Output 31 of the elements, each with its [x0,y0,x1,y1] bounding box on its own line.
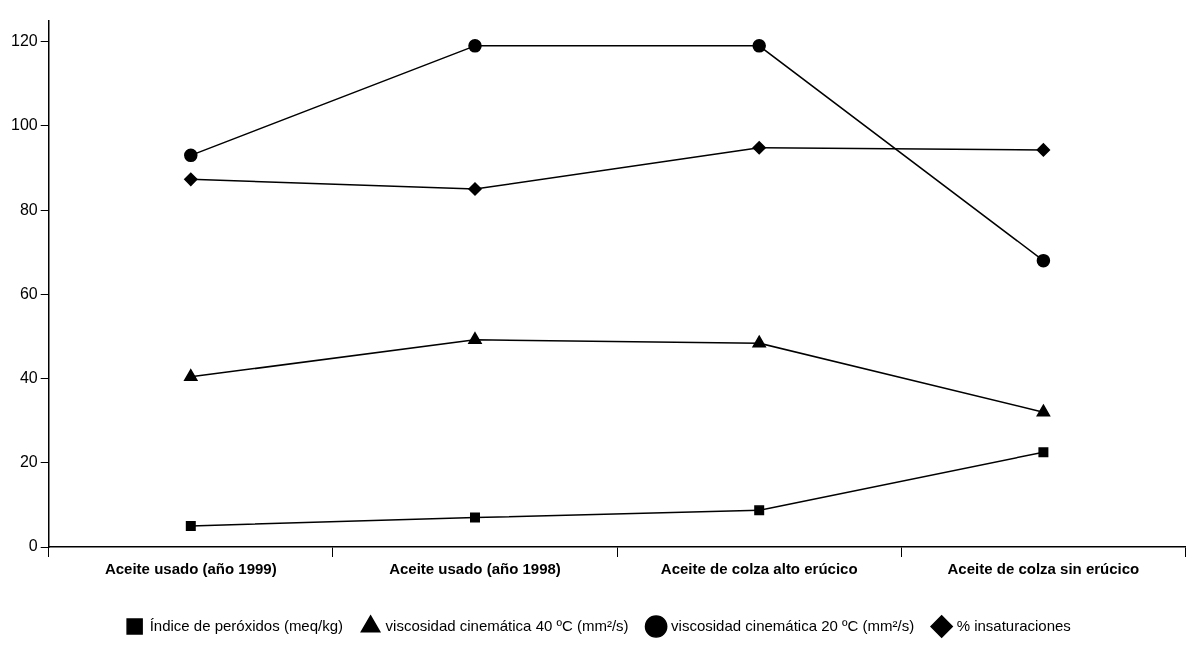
point [754,505,765,516]
y-tick-label: 120 [10,32,38,50]
point [470,512,480,523]
legend-label: Índice de peróxidos (meq/kg) [149,616,344,634]
y-tick-label: 80 [19,200,38,218]
point [468,182,482,196]
point [1036,404,1051,417]
point [468,39,482,53]
x-tick-label: Aceite usado (año 1999) [104,560,277,578]
legend-label: viscosidad cinemática 20 ºC (mm²/s) [671,616,915,634]
point [468,332,482,345]
x-tick-label: Aceite de colza sin erúcico [947,560,1140,578]
y-tick-label: 0 [28,537,38,555]
x-tick-label: Aceite usado (año 1998) [389,560,561,578]
point [185,520,196,531]
point [1036,253,1051,268]
y-tick-label: 100 [10,116,38,134]
y-tick-label: 40 [19,368,38,386]
y-tick-label: 20 [19,453,38,471]
x-tick-label: Aceite de colza alto erúcico [660,560,858,578]
point [752,335,767,348]
point [184,172,198,187]
point [752,141,766,155]
y-tick-label: 60 [19,284,38,302]
point [752,39,766,53]
legend-label: viscosidad cinemática 40 ºC (mm²/s) [385,616,629,634]
point [183,369,198,382]
legend-label: % insaturaciones [956,616,1071,634]
point [184,148,198,163]
point [1038,447,1049,458]
point [1036,143,1051,157]
